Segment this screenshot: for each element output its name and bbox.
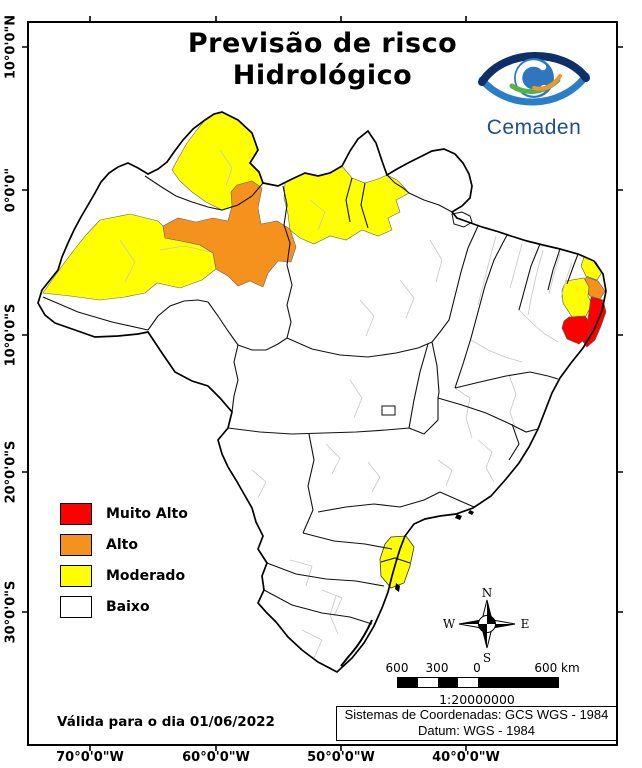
cemaden-logo-text: Cemaden: [486, 116, 582, 139]
state-boundaries: [42, 174, 579, 625]
validity-text: Válida para o dia 01/06/2022: [57, 714, 275, 730]
country-outline: [37, 111, 607, 674]
legend-swatch-moderado: [60, 565, 92, 587]
page-title: Previsão de risco Hidrológico: [28, 28, 617, 92]
scale-label-300: 300: [425, 661, 449, 675]
cemaden-eye-icon: [478, 52, 590, 106]
lat-label-20s: 20°0'0"S: [3, 440, 19, 504]
compass-west-label: W: [443, 617, 456, 631]
map-frame: [27, 21, 618, 746]
scale-label-600-right: 600 km: [534, 661, 580, 675]
legend-label-muito-alto: Muito Alto: [106, 506, 188, 522]
region-litoral-ne-norte: [580, 256, 603, 281]
lagoa-dos-patos: [340, 619, 373, 667]
region-litoral-ne-sul: [561, 315, 592, 345]
legend-item-muito-alto: Muito Alto: [60, 503, 188, 525]
scale-label-0: 0: [473, 661, 481, 675]
legend-swatch-baixo: [60, 596, 92, 618]
title-line-2: Hidrológico: [232, 59, 413, 91]
scale-segment-3: [438, 678, 458, 687]
compass-south-label: S: [483, 651, 491, 665]
legend-label-baixo: Baixo: [106, 599, 150, 615]
scale-ratio: 1:20000000: [439, 692, 515, 707]
scale-segment-4: [458, 678, 478, 687]
coordinate-system-box: Sistemas de Coordenadas: GCS WGS - 1984 …: [336, 706, 617, 741]
lat-label-10n: 10°0'0"N: [3, 14, 19, 80]
lon-label-50w: 50°0'0"W: [307, 750, 375, 765]
scale-label-600-left: 600: [385, 661, 409, 675]
risk-legend: Muito Alto Alto Moderado Baixo: [60, 503, 188, 627]
cemaden-logo: Cemaden: [474, 40, 594, 140]
legend-item-baixo: Baixo: [60, 596, 188, 618]
legend-item-moderado: Moderado: [60, 565, 188, 587]
lon-label-40w: 40°0'0"W: [432, 750, 500, 765]
legend-label-alto: Alto: [106, 537, 138, 553]
lon-label-70w: 70°0'0"W: [56, 750, 124, 765]
title-line-1: Previsão de risco: [187, 28, 458, 59]
lat-label-30s: 30°0'0"S: [3, 580, 19, 644]
compass-hub-quadrants: [478, 615, 496, 633]
region-centro-amazonas: [162, 180, 297, 288]
legend-swatch-muito-alto: [60, 503, 92, 525]
lat-label-10s: 10°0'0"S: [3, 303, 19, 367]
municipal-boundaries: [119, 149, 573, 659]
axis-ticks: [22, 16, 623, 751]
scale-segment-2: [418, 678, 438, 687]
scale-segment-1: [398, 678, 418, 687]
distrito-federal-outline: [381, 405, 396, 416]
legend-item-alto: Alto: [60, 534, 188, 556]
compass-rose: N S W E: [443, 586, 530, 665]
legend-swatch-alto: [60, 534, 92, 556]
compass-north-label: N: [482, 586, 493, 600]
datum-line: Datum: WGS - 1984: [417, 723, 536, 738]
lon-label-60w: 60°0'0"W: [182, 750, 250, 765]
scale-bar-graphic: [397, 677, 559, 688]
map-layers: [37, 111, 607, 674]
compass-east-label: E: [521, 617, 530, 631]
region-litoral-sul: [379, 535, 415, 589]
scale-segment-5: [478, 678, 558, 687]
legend-label-moderado: Moderado: [106, 568, 186, 584]
coordinate-system-line: Sistemas de Coordenadas: GCS WGS - 1984: [344, 707, 609, 722]
lat-label-0: 0°0'0": [3, 167, 19, 213]
